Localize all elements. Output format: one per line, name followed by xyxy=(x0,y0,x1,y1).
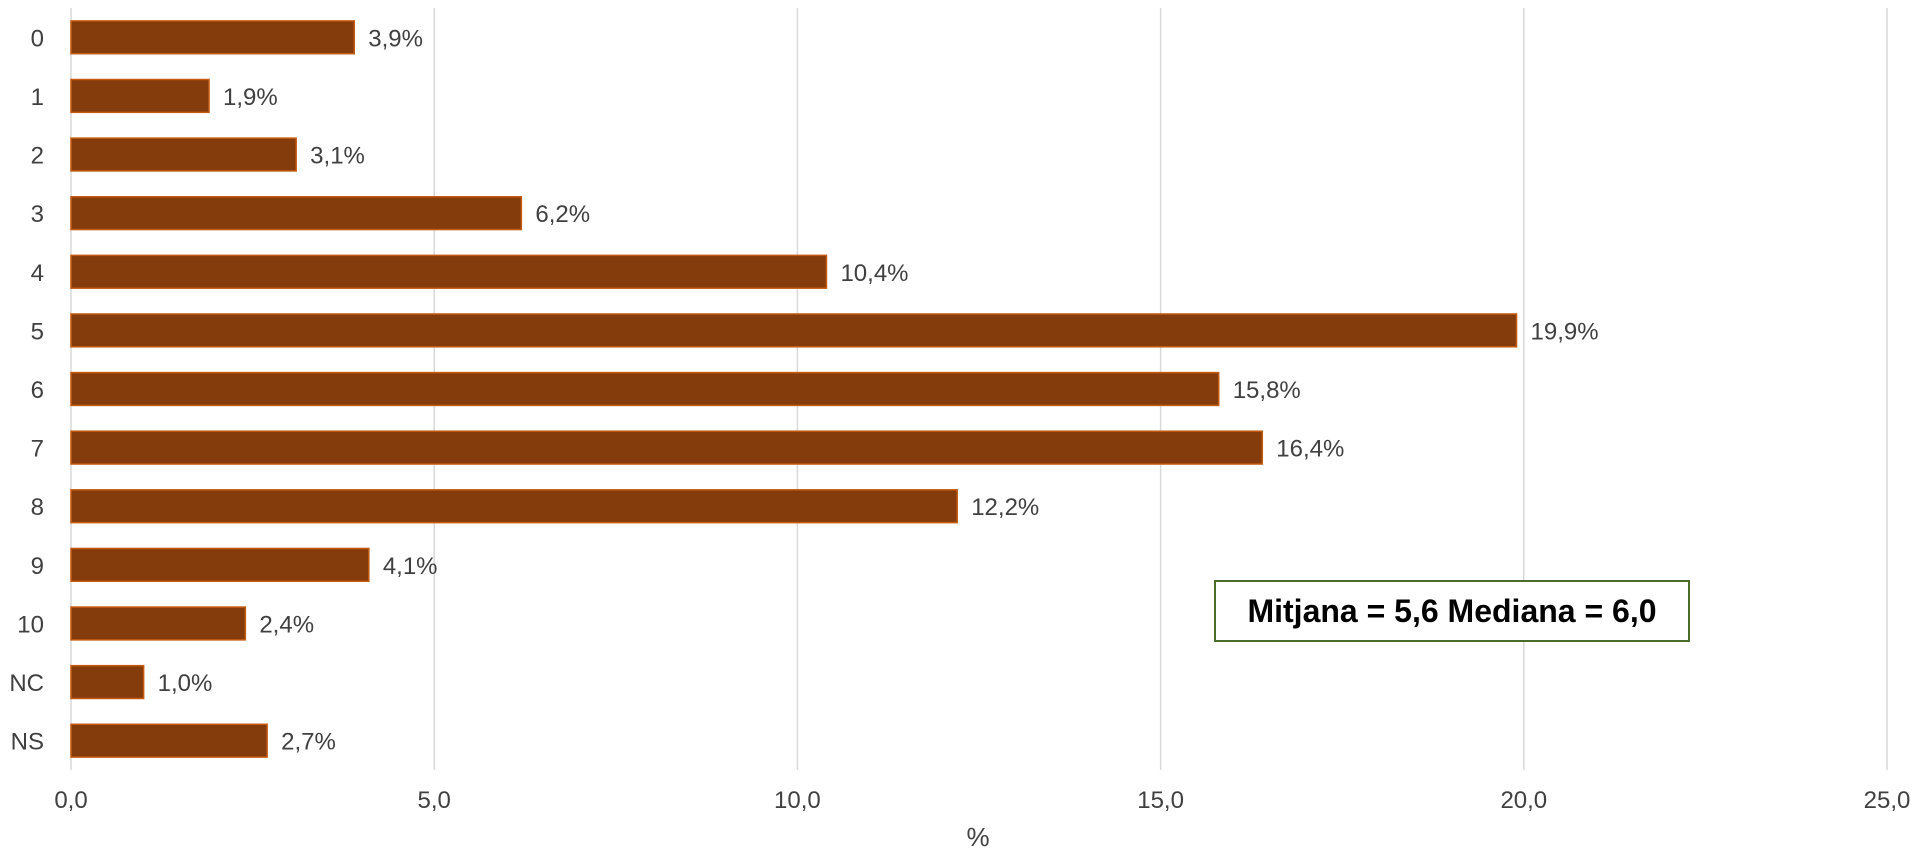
bar-4 xyxy=(70,254,828,289)
bar-6 xyxy=(70,371,1220,407)
data-label-4: 10,4% xyxy=(840,260,908,287)
category-label-9: 9 xyxy=(31,553,44,580)
data-label-3: 6,2% xyxy=(535,201,590,228)
data-label-6: 15,8% xyxy=(1233,377,1301,404)
statistics-annotation-text: Mitjana = 5,6 Mediana = 6,0 xyxy=(1247,592,1657,629)
category-label-NC: NC xyxy=(9,670,44,697)
category-label-1: 1 xyxy=(31,84,44,111)
x-tick-label: 5,0 xyxy=(418,787,451,814)
x-tick-label: 20,0 xyxy=(1500,787,1547,814)
data-labels: 3,9% 1,9% 3,1% 6,2% 10,4% 19,9% 15,8% 16,4% 12,2… xyxy=(158,25,1599,755)
bar-NS xyxy=(70,723,268,758)
bars xyxy=(70,20,1518,758)
bar-5 xyxy=(70,313,1518,348)
bar-3 xyxy=(70,195,523,231)
x-tick-label: 25,0 xyxy=(1864,787,1911,814)
data-label-1: 1,9% xyxy=(223,84,278,111)
category-label-8: 8 xyxy=(31,494,44,521)
data-label-NC: 1,0% xyxy=(158,670,213,697)
category-label-3: 3 xyxy=(31,201,44,228)
data-label-9: 4,1% xyxy=(383,553,438,580)
data-label-7: 16,4% xyxy=(1276,436,1344,463)
data-label-NS: 2,7% xyxy=(281,729,336,756)
bar-0 xyxy=(70,20,356,55)
data-label-5: 19,9% xyxy=(1531,318,1599,345)
category-label-10: 10 xyxy=(17,611,44,638)
x-tick-labels: 0,0 5,0 10,0 15,0 20,0 25,0 xyxy=(54,787,1910,814)
category-label-5: 5 xyxy=(31,318,44,345)
x-axis-title: % xyxy=(966,822,989,852)
data-label-10: 2,4% xyxy=(259,611,314,638)
statistics-annotation-box: Mitjana = 5,6 Mediana = 6,0 xyxy=(1214,580,1690,642)
data-label-8: 12,2% xyxy=(971,494,1039,521)
data-label-0: 3,9% xyxy=(368,25,423,52)
category-label-6: 6 xyxy=(31,377,44,404)
data-label-2: 3,1% xyxy=(310,143,365,170)
category-label-0: 0 xyxy=(31,25,44,52)
category-label-NS: NS xyxy=(11,729,44,756)
x-tick-label: 0,0 xyxy=(54,787,87,814)
bar-8 xyxy=(70,489,958,524)
category-label-4: 4 xyxy=(31,260,44,287)
bar-10 xyxy=(70,606,247,641)
x-tick-label: 10,0 xyxy=(774,787,821,814)
bar-7 xyxy=(70,430,1264,465)
x-tick-label: 15,0 xyxy=(1137,787,1184,814)
bar-9 xyxy=(70,547,370,583)
bar-NC xyxy=(70,664,145,700)
category-labels: 0 1 2 3 4 5 6 7 8 9 10 NC NS xyxy=(9,25,44,755)
category-label-7: 7 xyxy=(31,436,44,463)
category-label-2: 2 xyxy=(31,143,44,170)
bar-1 xyxy=(70,78,210,114)
bar-2 xyxy=(70,137,297,172)
